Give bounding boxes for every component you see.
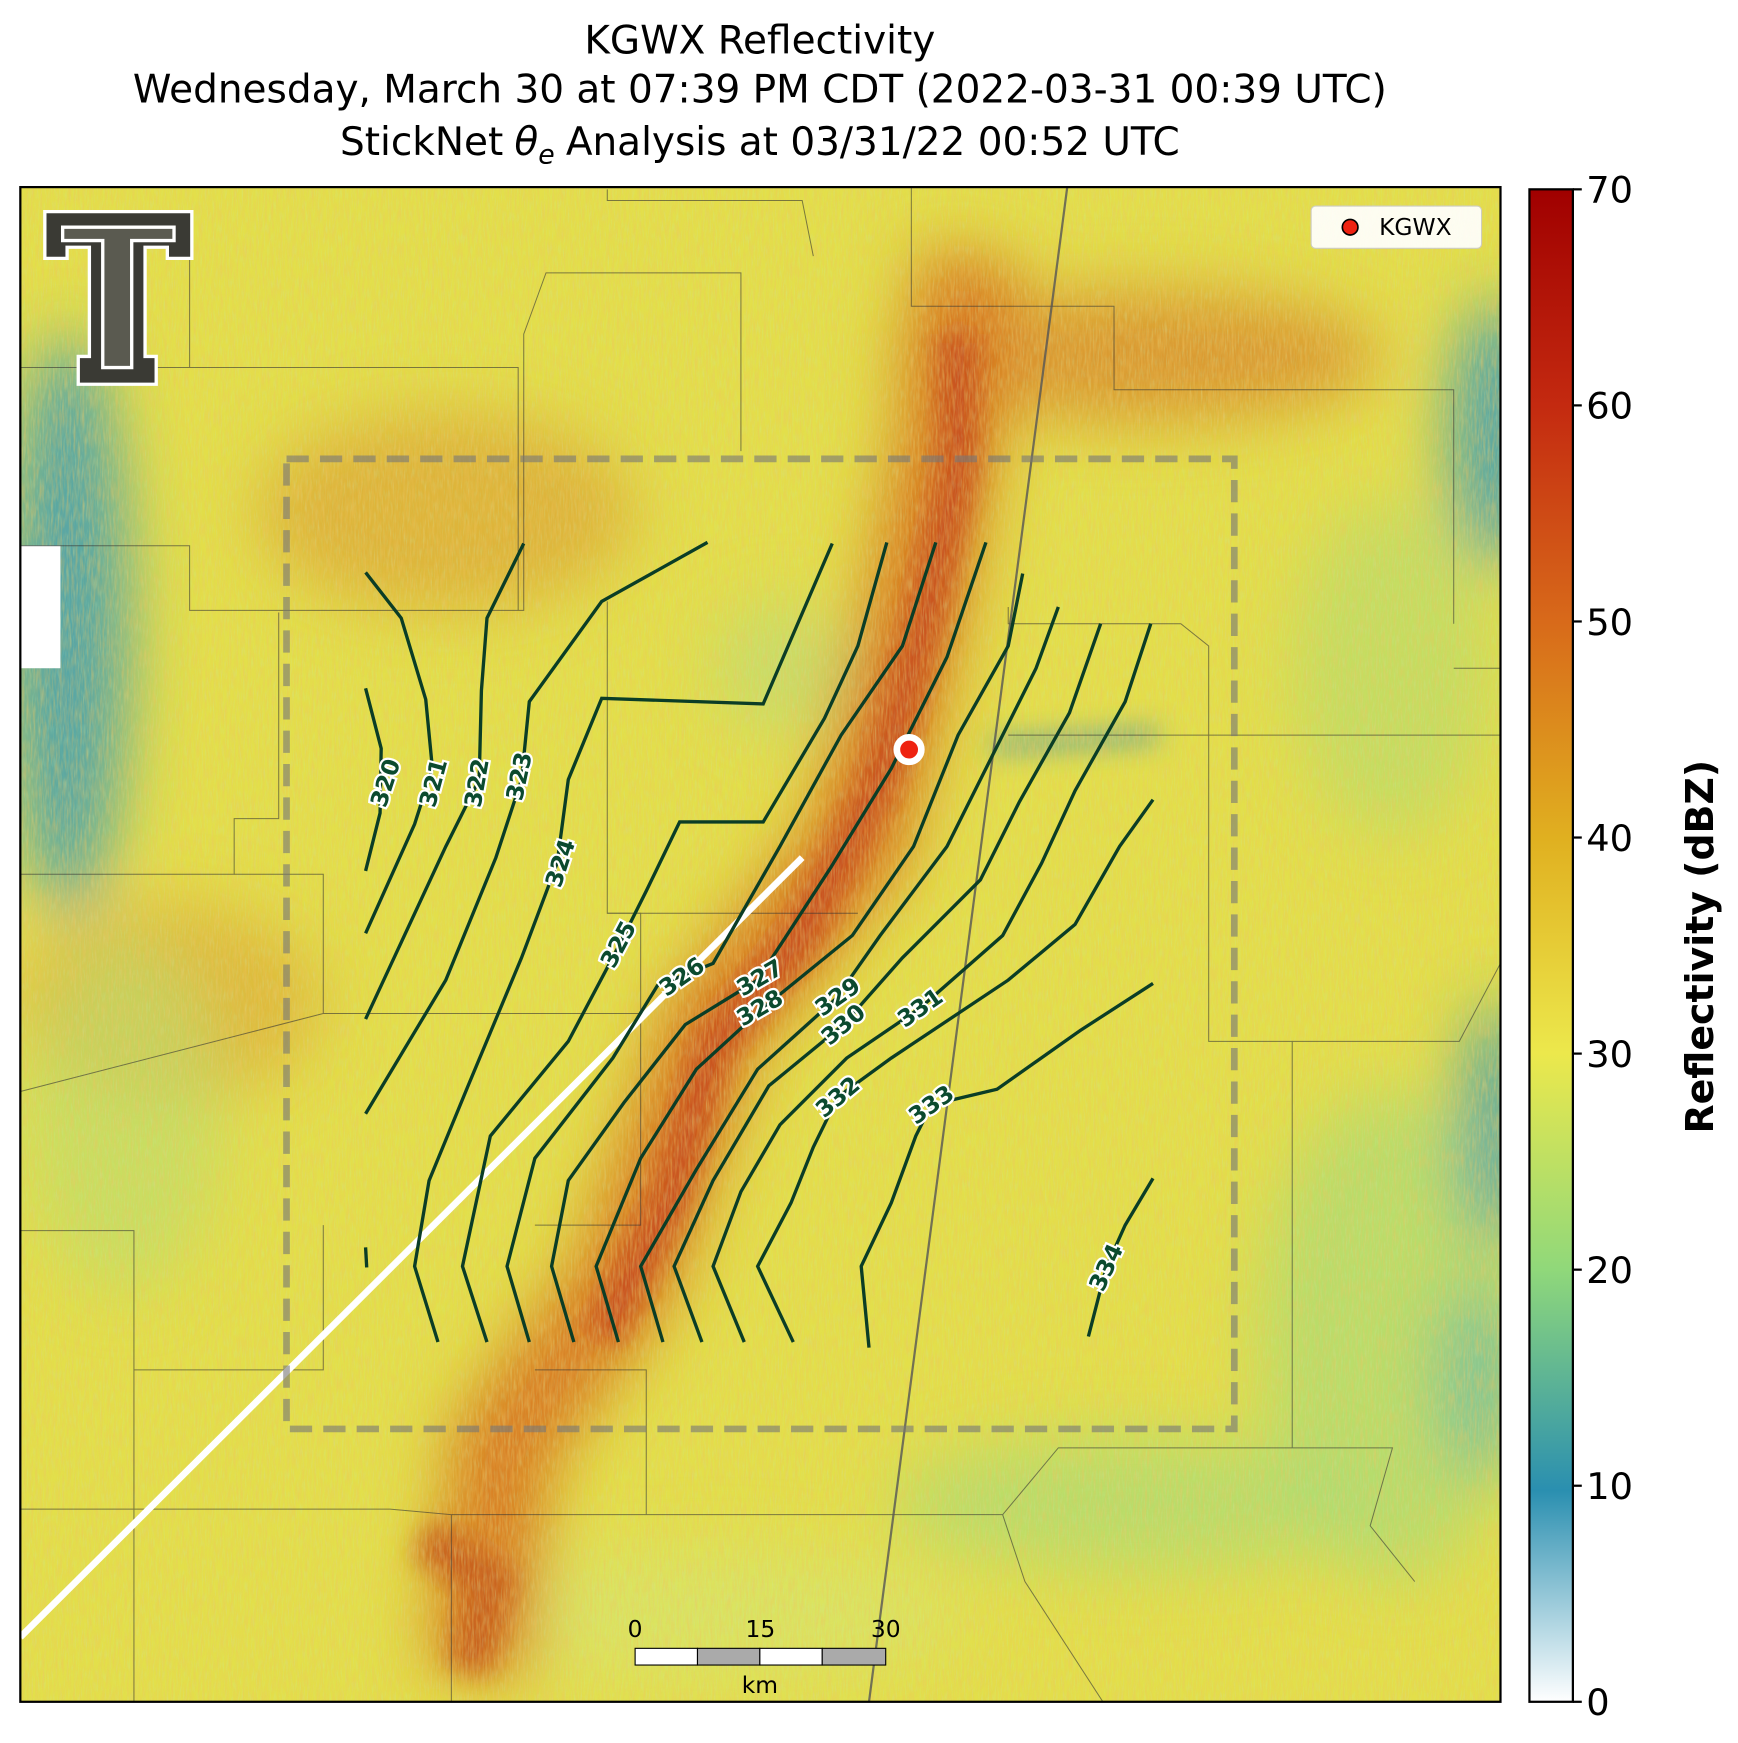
contour-line [363,687,383,872]
map-frame [19,185,1502,1703]
contour-line [364,571,435,934]
subtitle-prefix: StickNet [340,120,503,165]
colorbar-tick-label: 40 [1586,817,1633,860]
colorbar-tick-label: 10 [1586,1465,1633,1508]
colorbar-tick-label: 20 [1586,1249,1633,1292]
colorbar-tick-label: 60 [1586,385,1633,428]
contour-line [755,798,1155,1343]
legend-label: KGWX [1379,213,1452,241]
contour-line [638,606,1060,1343]
colorbar-tick-label: 30 [1586,1033,1633,1076]
scale-segment [634,1647,699,1666]
colorbar-tick-label: 0 [1586,1681,1609,1724]
contour-line [460,541,889,1343]
scale-segment [821,1647,887,1666]
title: Wednesday, March 30 at 07:39 PM CDT (202… [133,67,1387,112]
scale-tick-label: 0 [628,1615,643,1643]
scale-unit: km [742,1671,778,1699]
highway [867,187,1069,1702]
contour-line [672,623,1103,1343]
contour-line [505,541,938,1343]
scale-segment [696,1647,761,1666]
contour-line [412,542,834,1343]
contour-line [364,542,526,1020]
colorbar-tick-label: 70 [1586,169,1633,212]
county-lines [20,187,1501,1702]
contour-line [1086,1177,1155,1337]
highway-white [20,855,805,1640]
contour-line [711,623,1153,1343]
scale-bar: km 0 15 30 [628,1615,901,1699]
colorbar-scale [1528,188,1574,1703]
subtitle: StickNet θe Analysis at 03/31/22 00:52 UTC [340,120,1180,171]
legend-marker [1341,218,1359,236]
scale-tick-label: 15 [746,1615,776,1643]
legend: KGWX [1310,205,1483,249]
contour-line [594,573,1025,1343]
contour-line [859,982,1154,1348]
scale-segment [759,1647,823,1666]
legend-box [1310,205,1483,249]
contour-line [549,541,988,1343]
logo [43,209,194,386]
colorbar-tick-label: 50 [1586,601,1633,644]
colorbar: Reflectivity (dBZ) 0 10 20 30 40 50 60 70 [1528,169,1722,1724]
subtitle-suffix: Analysis at 03/31/22 00:52 UTC [566,120,1180,165]
analysis-domain [283,455,1238,1433]
subtitle-subscript: e [538,140,554,171]
contour-fragment [363,1247,369,1268]
subtitle-symbol: θ [514,120,538,165]
contour-label: 322 [459,756,495,809]
colorbar-label: Reflectivity (dBZ) [1678,760,1722,1134]
scale-tick-label: 30 [871,1615,901,1643]
radar-site [893,733,925,766]
title: KGWX Reflectivity [584,18,935,63]
contour-line [364,540,709,1115]
